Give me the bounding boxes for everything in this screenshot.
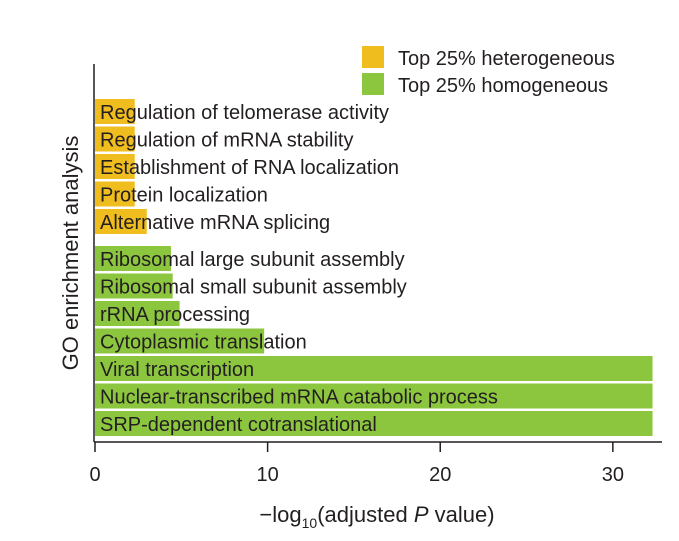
x-axis-label-prefix: −log <box>259 502 301 527</box>
x-axis-label-suffix: value) <box>429 502 495 527</box>
bar-label: Regulation of mRNA stability <box>100 130 353 152</box>
bar-rrna-processing <box>95 301 180 326</box>
bar-label: Ribosomal large subunit assembly <box>100 249 405 271</box>
legend-label-heterogeneous: Top 25% heterogeneous <box>398 48 615 70</box>
legend-swatch-homogeneous <box>362 73 384 95</box>
bar-label: SRP-dependent cotranslational <box>100 414 377 436</box>
bar-ribosomal-small-subunit-assembly <box>95 273 173 299</box>
legend-swatch-heterogeneous <box>362 46 384 68</box>
x-axis-label-italic: P <box>414 502 429 527</box>
bar-label: Nuclear-transcribed mRNA catabolic proce… <box>100 387 498 409</box>
bar-viral-transcription <box>95 356 653 381</box>
x-axis-label: −log10(adjusted P value) <box>259 502 494 531</box>
x-tick-label: 20 <box>429 464 451 486</box>
bar-label: Regulation of telomerase activity <box>100 102 389 124</box>
bar-label: Cytoplasmic translation <box>100 332 307 354</box>
bar-labels-layer: Regulation of telomerase activity Regulat… <box>100 102 498 436</box>
bar-cytoplasmic-translation <box>95 328 265 354</box>
bar-establishment-of-rna-localization <box>95 154 135 179</box>
bar-ribosomal-large-subunit-assembly <box>95 246 171 271</box>
x-tick-label: 0 <box>89 464 100 486</box>
legend-label-homogeneous: Top 25% homogeneous <box>398 75 608 97</box>
y-axis-label: GO enrichment analysis <box>58 136 83 371</box>
bar-protein-localization <box>95 181 135 207</box>
x-axis-label-subscript: 10 <box>302 515 318 531</box>
bar-label: Ribosomal small subunit assembly <box>100 277 407 299</box>
legend: Top 25% heterogeneous Top 25% homogeneou… <box>362 46 615 97</box>
bar-regulation-of-telomerase-activity <box>95 99 135 124</box>
x-tick-label: 10 <box>256 464 278 486</box>
bar-label: rRNA processing <box>100 304 250 326</box>
bar-regulation-of-mrna-stability <box>95 126 135 152</box>
x-ticks-layer: 0 10 20 30 <box>89 442 624 486</box>
bar-label: Alternative mRNA splicing <box>100 212 330 234</box>
bar-label: Viral transcription <box>100 359 254 381</box>
bar-srp-dependent-cotranslational <box>95 411 653 436</box>
bars-layer <box>95 99 653 436</box>
bar-nuclear-transcribed-mrna-catabolic-process <box>95 383 653 409</box>
bar-label: Protein localization <box>100 185 268 207</box>
x-tick-label: 30 <box>602 464 624 486</box>
x-axis-label-main: (adjusted <box>317 502 414 527</box>
bar-alternative-mrna-splicing <box>95 209 147 234</box>
bar-label: Establishment of RNA localization <box>100 157 399 179</box>
